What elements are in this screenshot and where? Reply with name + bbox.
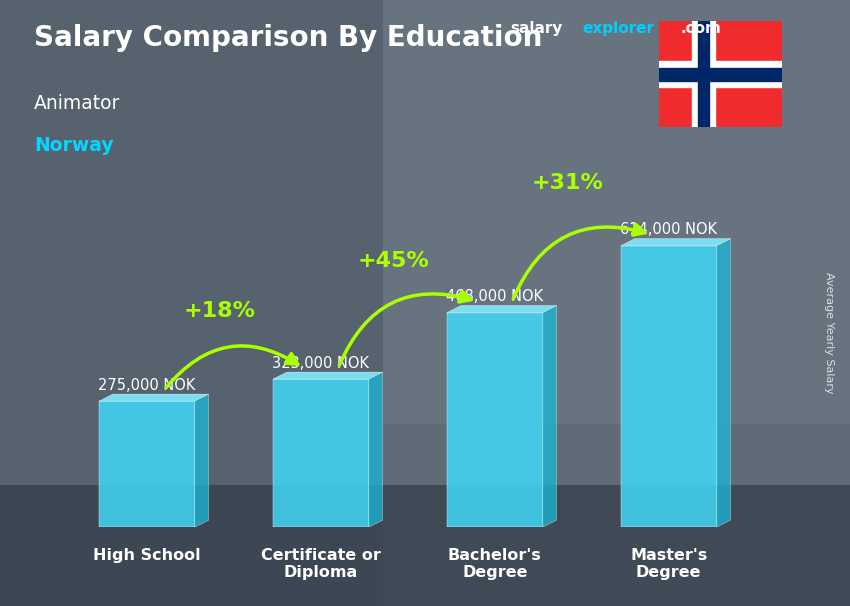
Polygon shape bbox=[447, 305, 557, 313]
Text: 275,000 NOK: 275,000 NOK bbox=[99, 378, 196, 393]
Polygon shape bbox=[99, 394, 208, 401]
Bar bbox=[693, 21, 715, 127]
Polygon shape bbox=[369, 372, 382, 527]
Polygon shape bbox=[620, 239, 730, 245]
Text: Norway: Norway bbox=[34, 136, 114, 155]
Text: +31%: +31% bbox=[532, 173, 604, 193]
Text: .com: .com bbox=[680, 21, 721, 36]
Bar bbox=[620, 245, 717, 527]
Bar bbox=[659, 68, 782, 81]
Polygon shape bbox=[542, 305, 557, 527]
Bar bbox=[273, 379, 369, 527]
Bar bbox=[382, 0, 850, 424]
Text: 614,000 NOK: 614,000 NOK bbox=[620, 222, 717, 238]
Text: Salary Comparison By Education: Salary Comparison By Education bbox=[34, 24, 542, 52]
Bar bbox=[659, 61, 782, 87]
Bar bbox=[99, 401, 195, 527]
Bar bbox=[447, 313, 542, 527]
Text: Animator: Animator bbox=[34, 94, 121, 113]
Text: explorer: explorer bbox=[582, 21, 654, 36]
Text: +18%: +18% bbox=[184, 301, 256, 321]
Polygon shape bbox=[273, 372, 382, 379]
Polygon shape bbox=[195, 394, 208, 527]
Bar bbox=[0, 485, 850, 606]
Polygon shape bbox=[717, 239, 730, 527]
Text: 323,000 NOK: 323,000 NOK bbox=[272, 356, 370, 371]
Text: +45%: +45% bbox=[358, 251, 430, 271]
Text: Average Yearly Salary: Average Yearly Salary bbox=[824, 273, 834, 394]
Text: 468,000 NOK: 468,000 NOK bbox=[446, 289, 543, 304]
Text: salary: salary bbox=[510, 21, 563, 36]
Bar bbox=[0, 0, 382, 606]
Bar bbox=[698, 21, 709, 127]
